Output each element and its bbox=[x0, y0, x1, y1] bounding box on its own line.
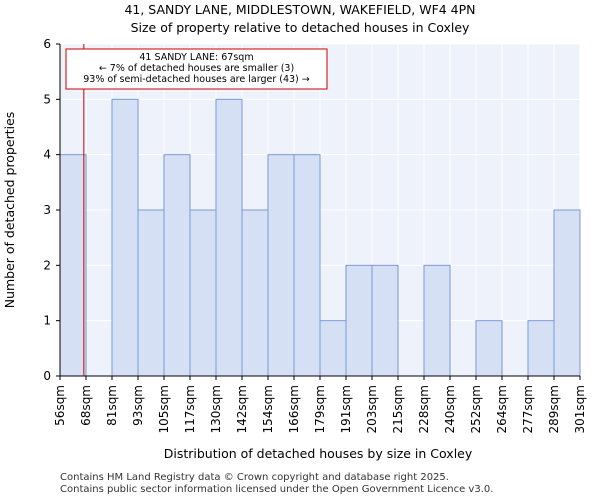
bar-130sqm bbox=[215, 98, 243, 377]
x-tick-label-203sqm: 203sqm bbox=[365, 385, 379, 433]
y-tick-label-2: 2 bbox=[43, 258, 51, 272]
bar-277sqm bbox=[527, 320, 555, 377]
bar-93sqm bbox=[137, 209, 165, 377]
x-tick-label-117sqm: 117sqm bbox=[183, 385, 197, 433]
plot-area: 0 1 2 3 4 5 6 56sqm 68sqm 81sqm 93sqm 105sqm 117sqm 1… bbox=[43, 37, 587, 433]
x-tick-label-68sqm: 68sqm bbox=[79, 385, 93, 426]
bar-154sqm bbox=[267, 154, 295, 377]
y-tick-label-1: 1 bbox=[43, 314, 51, 328]
y-tick-label-6: 6 bbox=[43, 37, 51, 51]
annotation-line-3: 93% of semi-detached houses are larger (… bbox=[83, 74, 310, 85]
bar-117sqm bbox=[189, 209, 217, 377]
bar-203sqm bbox=[371, 264, 399, 377]
bar-56sqm bbox=[59, 154, 87, 377]
annotation-line-1: 41 SANDY LANE: 67sqm bbox=[139, 52, 253, 63]
x-tick-label-277sqm: 277sqm bbox=[521, 385, 535, 433]
x-tick-label-105sqm: 105sqm bbox=[157, 385, 171, 433]
y-tick-label-0: 0 bbox=[43, 369, 51, 383]
footer-line-1: Contains HM Land Registry data © Crown c… bbox=[60, 472, 449, 483]
x-tick-label-154sqm: 154sqm bbox=[261, 385, 275, 433]
footer-line-2: Contains public sector information licen… bbox=[60, 484, 494, 495]
x-tick-label-166sqm: 166sqm bbox=[287, 385, 301, 433]
bar-252sqm bbox=[475, 320, 503, 377]
x-tick-label-264sqm: 264sqm bbox=[495, 385, 509, 433]
x-tick-label-240sqm: 240sqm bbox=[443, 385, 457, 433]
x-tick-label-252sqm: 252sqm bbox=[469, 385, 483, 433]
x-tick-label-93sqm: 93sqm bbox=[131, 385, 145, 426]
bar-166sqm bbox=[293, 154, 321, 377]
x-tick-label-191sqm: 191sqm bbox=[339, 385, 353, 433]
x-axis-title: Distribution of detached houses by size … bbox=[164, 446, 473, 461]
bar-228sqm bbox=[423, 264, 451, 377]
bar-105sqm bbox=[163, 154, 191, 377]
y-axis-title: Number of detached properties bbox=[2, 112, 17, 309]
x-tick-label-81sqm: 81sqm bbox=[105, 385, 119, 426]
bar-179sqm bbox=[319, 320, 347, 377]
chart-title-line2: Size of property relative to detached ho… bbox=[131, 20, 470, 35]
x-tick-label-215sqm: 215sqm bbox=[391, 385, 405, 433]
x-tick-label-289sqm: 289sqm bbox=[547, 385, 561, 433]
bar-142sqm bbox=[241, 209, 269, 377]
bar-289sqm bbox=[553, 209, 581, 377]
x-tick-label-228sqm: 228sqm bbox=[417, 385, 431, 433]
x-tick-label-130sqm: 130sqm bbox=[209, 385, 223, 433]
bar-81sqm bbox=[111, 98, 139, 377]
y-tick-label-4: 4 bbox=[43, 148, 51, 162]
y-tick-label-5: 5 bbox=[43, 92, 51, 106]
x-tick-label-56sqm: 56sqm bbox=[53, 385, 67, 426]
x-tick-label-301sqm: 301sqm bbox=[573, 385, 587, 433]
annotation-line-2: ← 7% of detached houses are smaller (3) bbox=[99, 63, 294, 74]
annotation-box bbox=[65, 48, 328, 90]
x-tick-label-142sqm: 142sqm bbox=[235, 385, 249, 433]
chart-title-line1: 41, SANDY LANE, MIDDLESTOWN, WAKEFIELD, … bbox=[124, 2, 475, 17]
x-tick-label-179sqm: 179sqm bbox=[313, 385, 327, 433]
y-tick-label-3: 3 bbox=[43, 203, 51, 217]
bar-191sqm bbox=[345, 264, 373, 377]
